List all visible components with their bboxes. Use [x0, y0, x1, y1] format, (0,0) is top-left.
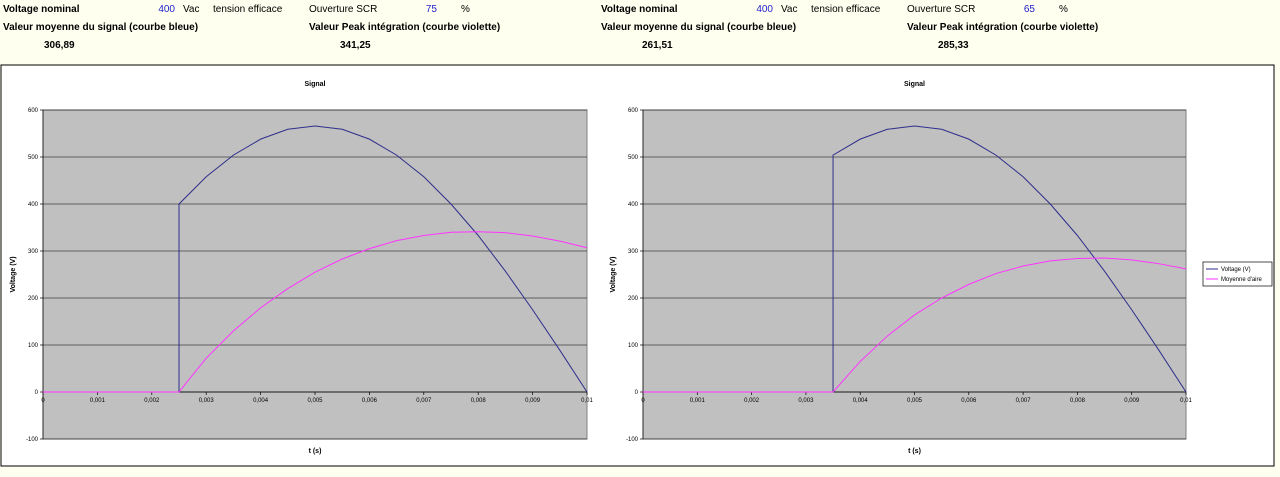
- cell-peak-value: 341,25: [340, 40, 371, 51]
- y-tick-label: -100: [26, 437, 39, 443]
- series-line: [43, 231, 588, 393]
- cell-mean-value: 306,89: [44, 40, 75, 51]
- x-tick-label: 0,008: [1070, 398, 1086, 404]
- cell-scr-unit: %: [461, 4, 470, 15]
- y-tick-label: 300: [28, 249, 39, 255]
- x-tick-label: 0,01: [1180, 398, 1192, 404]
- x-tick-label: 0: [41, 398, 45, 404]
- y-tick-label: 100: [628, 343, 639, 349]
- x-tick-label: 0,006: [362, 398, 378, 404]
- plot-area: [642, 109, 1187, 440]
- x-tick-label: 0,009: [525, 398, 541, 404]
- y-tick-label: 600: [28, 108, 39, 114]
- y-axis-label: Voltage (V): [610, 256, 617, 292]
- y-tick-label: 200: [628, 296, 639, 302]
- cell-scr-value: 65: [1023, 4, 1035, 15]
- y-tick-label: 300: [628, 249, 639, 255]
- x-tick-label: 0,01: [581, 398, 593, 404]
- cell-mean-label: Valeur moyenne du signal (courbe bleue): [601, 22, 797, 33]
- legend: [1202, 261, 1273, 287]
- y-tick-label: 500: [28, 155, 39, 161]
- cell-unit-note: tension efficace: [213, 4, 283, 15]
- cell-nominal-label: Voltage nominal: [601, 4, 678, 15]
- y-tick-label: 400: [28, 202, 39, 208]
- cell-scr-unit: %: [1059, 4, 1068, 15]
- x-axis-label: t (s): [309, 448, 322, 455]
- cell-mean-label: Valeur moyenne du signal (courbe bleue): [3, 22, 199, 33]
- cell-peak-value: 285,33: [938, 40, 969, 51]
- cell-unit: Vac: [781, 4, 798, 15]
- cell-peak-label: Valeur Peak intégration (courbe violette…: [907, 22, 1099, 33]
- cell-scr-label: Ouverture SCR: [907, 4, 976, 15]
- cell-scr-value: 75: [425, 4, 437, 15]
- y-tick-label: 100: [28, 343, 39, 349]
- chart-title: Signal: [904, 81, 925, 88]
- x-tick-label: 0,001: [690, 398, 706, 404]
- x-tick-label: 0,002: [744, 398, 760, 404]
- x-tick-label: 0,001: [90, 398, 106, 404]
- x-tick-label: 0,005: [907, 398, 923, 404]
- x-tick-label: 0,005: [307, 398, 323, 404]
- x-tick-label: 0,004: [853, 398, 869, 404]
- cell-nominal-value: 400: [158, 4, 175, 15]
- legend-label: Moyenne d'aire: [1221, 277, 1263, 283]
- x-tick-label: 0,007: [416, 398, 432, 404]
- cell-unit: Vac: [183, 4, 200, 15]
- x-tick-label: 0,003: [798, 398, 814, 404]
- x-tick-label: 0: [641, 398, 645, 404]
- y-tick-label: 200: [28, 296, 39, 302]
- chart-title: Signal: [304, 81, 325, 88]
- legend-label: Voltage (V): [1221, 267, 1251, 273]
- x-tick-label: 0,007: [1016, 398, 1032, 404]
- x-tick-label: 0,003: [199, 398, 215, 404]
- y-tick-label: 0: [35, 390, 39, 396]
- series-line: [643, 257, 1187, 393]
- cell-scr-label: Ouverture SCR: [309, 4, 378, 15]
- y-tick-label: 0: [635, 390, 639, 396]
- cell-nominal-label: Voltage nominal: [3, 4, 80, 15]
- x-tick-label: 0,008: [471, 398, 487, 404]
- y-tick-label: -100: [626, 437, 639, 443]
- cell-nominal-value: 400: [756, 4, 773, 15]
- x-axis-label: t (s): [908, 448, 921, 455]
- y-axis-label: Voltage (V): [10, 256, 17, 292]
- x-tick-label: 0,009: [1124, 398, 1140, 404]
- x-tick-label: 0,006: [961, 398, 977, 404]
- plot-area: [42, 109, 588, 440]
- x-tick-label: 0,004: [253, 398, 269, 404]
- y-tick-label: 400: [628, 202, 639, 208]
- x-tick-label: 0,002: [144, 398, 160, 404]
- cell-peak-label: Valeur Peak intégration (courbe violette…: [309, 22, 501, 33]
- cell-mean-value: 261,51: [642, 40, 673, 51]
- y-tick-label: 600: [628, 108, 639, 114]
- cell-unit-note: tension efficace: [811, 4, 881, 15]
- y-tick-label: 500: [628, 155, 639, 161]
